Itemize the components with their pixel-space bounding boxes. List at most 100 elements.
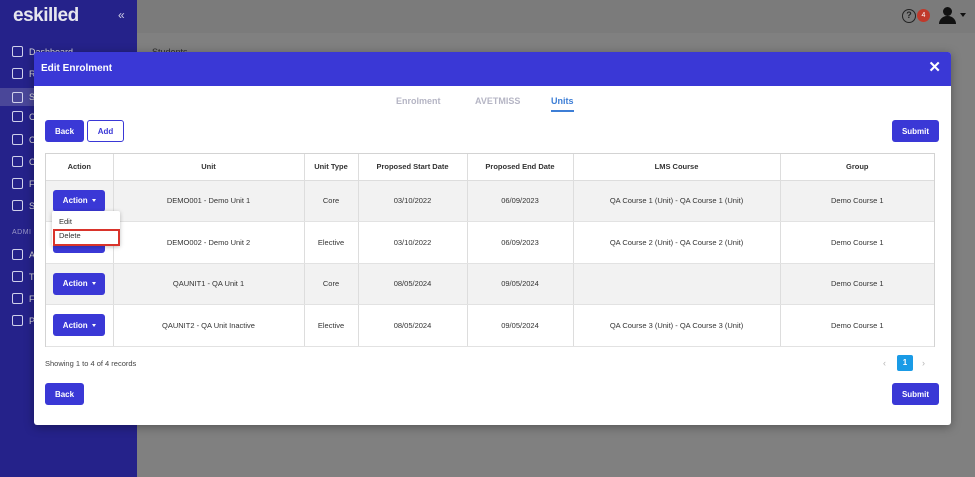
action-dropdown-menu: Edit Delete	[52, 211, 120, 246]
notification-badge[interactable]: 4	[917, 9, 930, 22]
end-date-cell: 09/05/2024	[467, 263, 574, 305]
action-dropdown-button[interactable]: Action	[53, 189, 106, 212]
sidebar-item-f2[interactable]: F	[12, 293, 35, 304]
action-dropdown-button[interactable]: Action	[53, 314, 106, 337]
edit-enrolment-modal: Edit Enrolment ✕ Enrolment AVETMISS Unit…	[34, 52, 951, 425]
table-row: Action DEMO001 - Demo Unit 1 Core 03/10/…	[46, 180, 934, 222]
unit-type-cell: Elective	[304, 221, 359, 264]
column-header: Action	[46, 154, 114, 181]
column-header: Proposed Start Date	[358, 154, 468, 181]
back-button-bottom[interactable]: Back	[45, 383, 84, 405]
sidebar-item-label: P	[29, 315, 36, 326]
admin-icon	[12, 249, 23, 260]
users-icon	[12, 91, 23, 103]
sidebar-item-c2[interactable]: C	[12, 134, 36, 145]
caret-down-icon	[91, 323, 96, 327]
close-icon[interactable]: ✕	[928, 59, 941, 76]
tab-enrolment[interactable]: Enrolment	[396, 96, 441, 106]
app-logo: eskilled	[13, 5, 79, 26]
end-date-cell: 06/09/2023	[467, 180, 574, 222]
modal-title: Edit Enrolment	[41, 63, 113, 74]
pagination-page-1[interactable]: 1	[897, 355, 913, 371]
sidebar-item-p[interactable]: P	[12, 315, 35, 326]
submit-button[interactable]: Submit	[892, 120, 939, 142]
caret-down-icon	[91, 199, 96, 203]
sidebar-item-dashboard[interactable]: Dashboard	[12, 46, 73, 57]
settings-icon	[12, 200, 23, 211]
table-row: Action DEMO002 - Demo Unit 2 Elective 03…	[46, 221, 934, 264]
sidebar-item-a[interactable]: A	[12, 249, 35, 260]
sidebar-item-t[interactable]: T	[12, 271, 35, 282]
table-row: Action QAUNIT2 - QA Unit Inactive Electi…	[46, 304, 934, 347]
column-header: Unit	[113, 154, 305, 181]
start-date-cell: 08/05/2024	[358, 304, 468, 347]
lms-course-cell: QA Course 3 (Unit) - QA Course 3 (Unit)	[573, 304, 781, 347]
sidebar-item-s[interactable]: S	[12, 200, 35, 211]
column-header: Unit Type	[304, 154, 359, 181]
end-date-cell: 06/09/2023	[467, 221, 574, 264]
column-header: Proposed End Date	[467, 154, 574, 181]
unit-cell: QAUNIT2 - QA Unit Inactive	[113, 304, 305, 347]
tab-units[interactable]: Units	[551, 96, 574, 112]
group-cell: Demo Course 1	[780, 221, 934, 264]
sidebar-item-label: T	[29, 271, 35, 282]
sidebar-item-label: S	[29, 200, 36, 211]
tab-avetmiss[interactable]: AVETMISS	[475, 96, 521, 106]
sidebar-item-c1[interactable]: C	[12, 111, 36, 122]
user-avatar-icon[interactable]	[938, 7, 958, 25]
unit-type-cell: Core	[304, 263, 359, 305]
money-icon	[12, 293, 23, 304]
table-row: Action QAUNIT1 - QA Unit 1 Core 08/05/20…	[46, 263, 934, 305]
unit-cell: DEMO002 - Demo Unit 2	[113, 221, 305, 264]
sidebar-item-r[interactable]: R	[12, 68, 36, 79]
folder-icon	[12, 178, 23, 189]
column-header: Group	[780, 154, 934, 181]
contacts-icon	[12, 111, 23, 122]
records-count: Showing 1 to 4 of 4 records	[45, 359, 137, 368]
sidebar-item-label: C	[29, 111, 36, 122]
group-cell: Demo Course 1	[780, 304, 934, 347]
submit-button-bottom[interactable]: Submit	[892, 383, 939, 405]
group-cell: Demo Course 1	[780, 263, 934, 305]
dropdown-item-edit[interactable]: Edit	[59, 217, 72, 226]
start-date-cell: 08/05/2024	[358, 263, 468, 305]
table-header-row: Action Unit Unit Type Proposed Start Dat…	[46, 154, 934, 181]
lms-course-cell	[573, 263, 781, 305]
sidebar-item-label: S	[29, 92, 36, 102]
action-cell: Action	[46, 304, 114, 347]
sidebar-item-label: A	[29, 249, 36, 260]
unit-type-cell: Elective	[304, 304, 359, 347]
pagination-prev-button[interactable]: ‹	[883, 358, 886, 368]
action-label: Action	[62, 279, 88, 289]
action-label: Action	[62, 196, 88, 206]
chevron-down-icon[interactable]	[960, 13, 966, 17]
grid-icon	[12, 134, 23, 145]
units-table: Action Unit Unit Type Proposed Start Dat…	[45, 153, 935, 347]
add-button[interactable]: Add	[87, 120, 124, 142]
sidebar-item-c3[interactable]: C	[12, 156, 36, 167]
sidebar-item-label: Dashboard	[29, 47, 73, 57]
sidebar-item-label: F	[29, 178, 35, 189]
start-date-cell: 03/10/2022	[358, 221, 468, 264]
modal-header: Edit Enrolment ✕	[34, 52, 951, 86]
help-icon[interactable]: ?	[902, 9, 916, 23]
card-icon	[12, 156, 23, 167]
dropdown-item-delete[interactable]: Delete	[59, 231, 81, 240]
pagination-next-button[interactable]: ›	[922, 358, 925, 368]
action-dropdown-button[interactable]: Action	[53, 272, 106, 295]
action-cell: Action	[46, 263, 114, 305]
collapse-sidebar-icon[interactable]: «	[118, 8, 125, 22]
tab-bar: Enrolment AVETMISS Units	[34, 96, 951, 116]
end-date-cell: 09/05/2024	[467, 304, 574, 347]
sidebar-item-label: C	[29, 156, 36, 167]
column-header: LMS Course	[573, 154, 781, 181]
lms-course-cell: QA Course 2 (Unit) - QA Course 2 (Unit)	[573, 221, 781, 264]
chart-icon	[12, 46, 23, 57]
sidebar-item-f[interactable]: F	[12, 178, 35, 189]
sidebar-item-label: F	[29, 293, 35, 304]
sidebar-item-label: R	[29, 68, 36, 79]
back-button[interactable]: Back	[45, 120, 84, 142]
report-icon	[12, 68, 23, 79]
unit-cell: DEMO001 - Demo Unit 1	[113, 180, 305, 222]
list-icon	[12, 271, 23, 282]
